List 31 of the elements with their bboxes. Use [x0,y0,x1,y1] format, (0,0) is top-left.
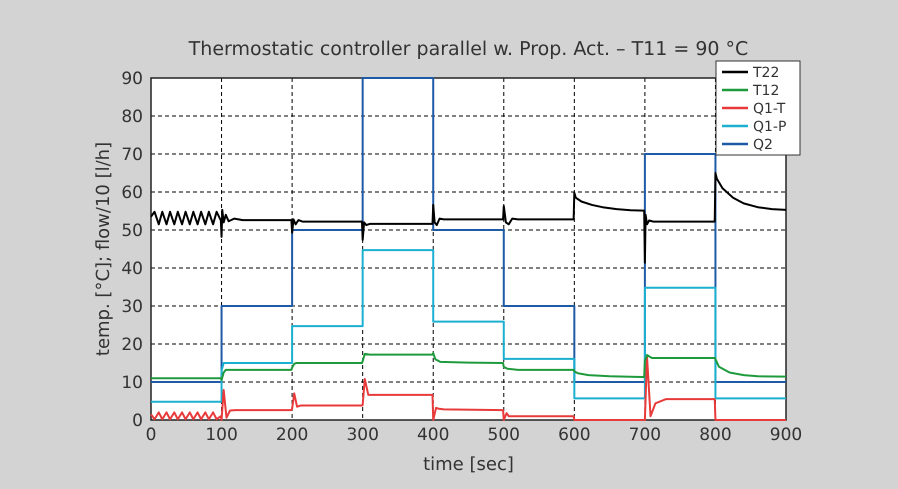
y-tick-label: 40 [121,259,143,279]
legend-label: T22 [752,65,780,81]
legend-label: Q1-T [753,101,786,117]
y-tick-label: 0 [132,411,143,431]
legend-label: Q2 [753,137,773,153]
x-tick-label: 600 [558,425,591,445]
x-tick-label: 700 [628,425,662,445]
chart-title: Thermostatic controller parallel w. Prop. Act. – T11 = 90 °C [188,38,748,60]
line-series [150,352,787,382]
y-tick-label: 20 [121,335,143,355]
legend-label: T12 [752,83,780,99]
y-tick-label: 30 [121,297,143,317]
y-tick-label: 50 [121,221,143,241]
x-tick-label: 800 [699,425,732,445]
x-tick-label: 900 [770,425,802,445]
x-tick-label: 500 [488,425,520,445]
y-tick-label: 70 [121,145,143,165]
x-axis-title: time [sec] [423,454,514,475]
y-tick-label: 10 [121,373,143,393]
x-tick-label: 100 [205,425,238,445]
y-tick-label: 60 [121,183,143,203]
legend-label: Q1-P [753,119,786,135]
line-series [150,249,787,403]
x-tick-label: 400 [416,425,450,445]
line-series [150,356,787,421]
y-tick-label: 80 [121,107,143,127]
x-tick-label: 0 [146,425,156,445]
x-tick-label: 300 [346,425,379,445]
x-tick-label: 200 [276,425,308,445]
y-axis-title: temp. [°C]; flow/10 [l/h] [93,142,114,356]
y-tick-label: 90 [121,69,143,89]
